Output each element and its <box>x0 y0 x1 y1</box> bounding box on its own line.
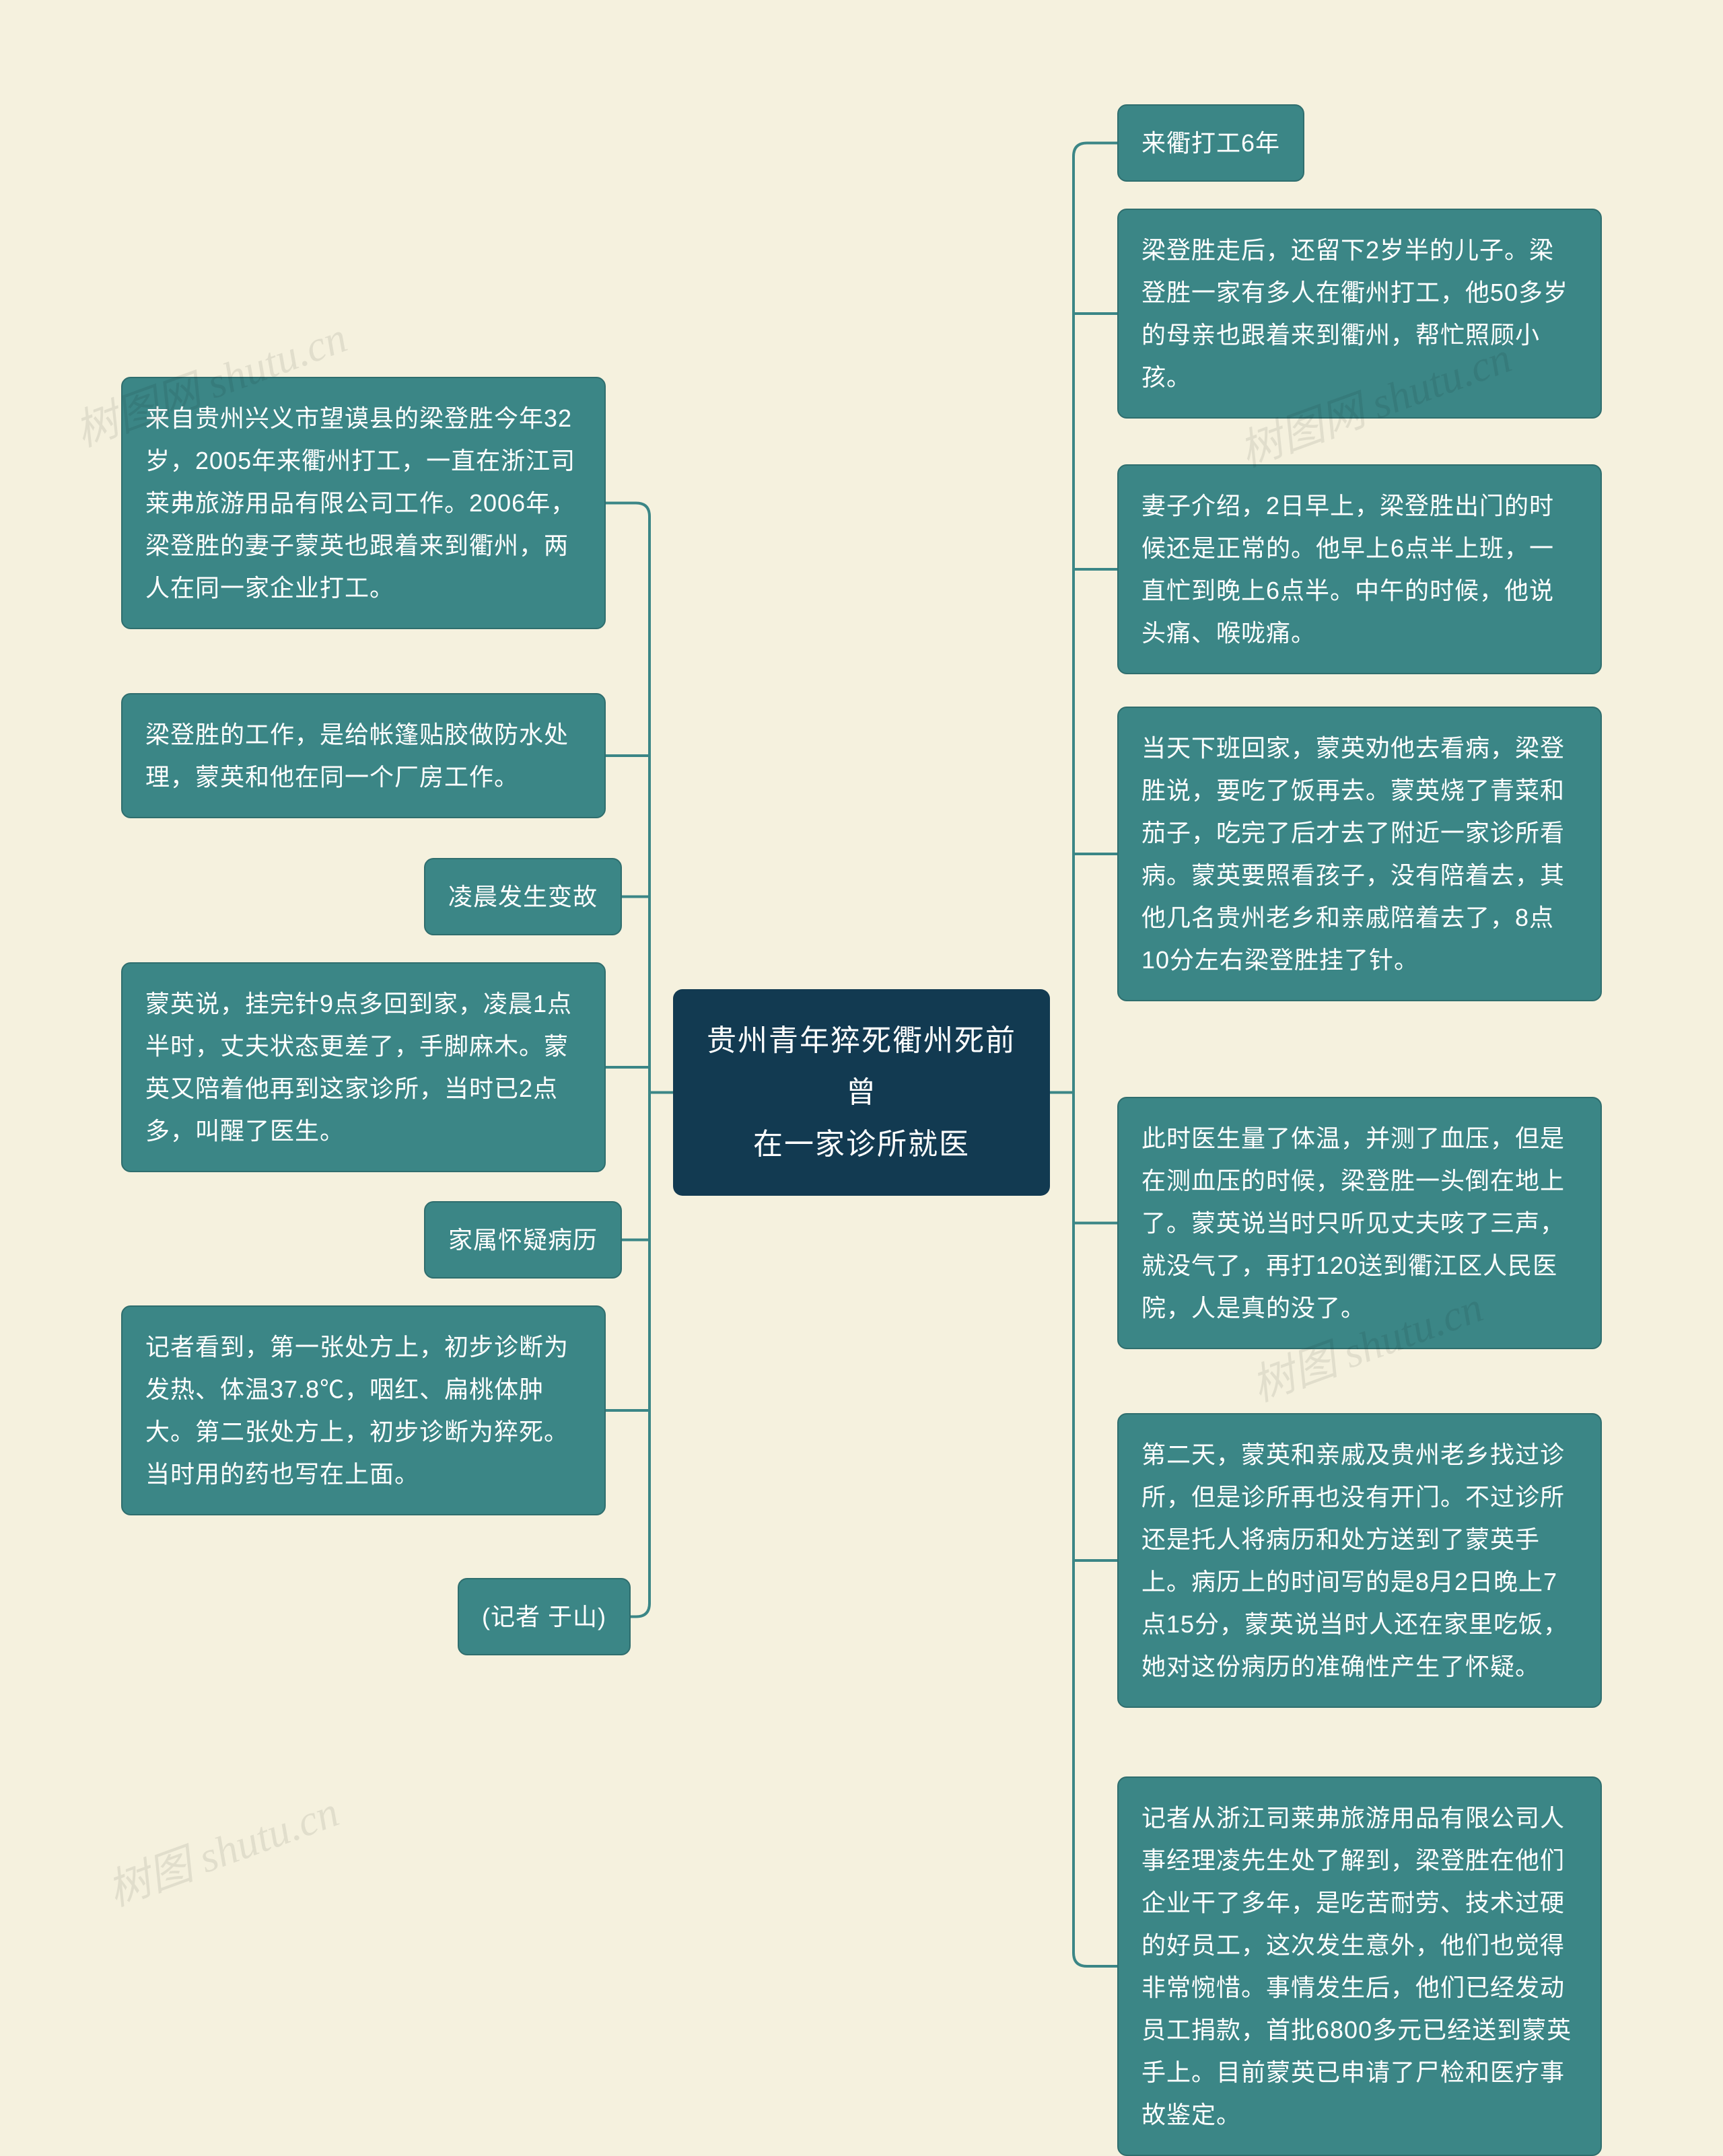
right-node-2: 梁登胜走后，还留下2岁半的儿子。梁登胜一家有多人在衢州打工，他50多岁的母亲也跟… <box>1117 209 1602 419</box>
right-node-5: 此时医生量了体温，并测了血压，但是在测血压的时候，梁登胜一头倒在地上了。蒙英说当… <box>1117 1097 1602 1349</box>
left-node-2: 梁登胜的工作，是给帐篷贴胶做防水处理，蒙英和他在同一个厂房工作。 <box>121 693 606 818</box>
right-node-7: 记者从浙江司莱弗旅游用品有限公司人事经理凌先生处了解到，梁登胜在他们企业干了多年… <box>1117 1776 1602 2156</box>
left-node-1: 来自贵州兴义市望谟县的梁登胜今年32岁，2005年来衢州打工，一直在浙江司莱弗旅… <box>121 377 606 629</box>
left-node-6: 记者看到，第一张处方上，初步诊断为发热、体温37.8℃，咽红、扁桃体肿大。第二张… <box>121 1305 606 1515</box>
left-node-7: (记者 于山) <box>458 1578 631 1655</box>
right-node-3: 妻子介绍，2日早上，梁登胜出门的时候还是正常的。他早上6点半上班，一直忙到晚上6… <box>1117 464 1602 674</box>
right-node-6: 第二天，蒙英和亲戚及贵州老乡找过诊所，但是诊所再也没有开门。不过诊所还是托人将病… <box>1117 1413 1602 1708</box>
center-line1: 贵州青年猝死衢州死前曾 <box>703 1015 1020 1118</box>
center-node: 贵州青年猝死衢州死前曾 在一家诊所就医 <box>673 989 1050 1196</box>
center-line2: 在一家诊所就医 <box>703 1118 1020 1170</box>
left-node-4: 蒙英说，挂完针9点多回到家，凌晨1点半时，丈夫状态更差了，手脚麻木。蒙英又陪着他… <box>121 962 606 1172</box>
right-node-4: 当天下班回家，蒙英劝他去看病，梁登胜说，要吃了饭再去。蒙英烧了青菜和茄子，吃完了… <box>1117 707 1602 1001</box>
left-node-3: 凌晨发生变故 <box>424 858 622 935</box>
right-node-1: 来衢打工6年 <box>1117 104 1304 182</box>
watermark-4: 树图 shutu.cn <box>98 1777 346 1918</box>
left-node-5: 家属怀疑病历 <box>424 1201 622 1279</box>
